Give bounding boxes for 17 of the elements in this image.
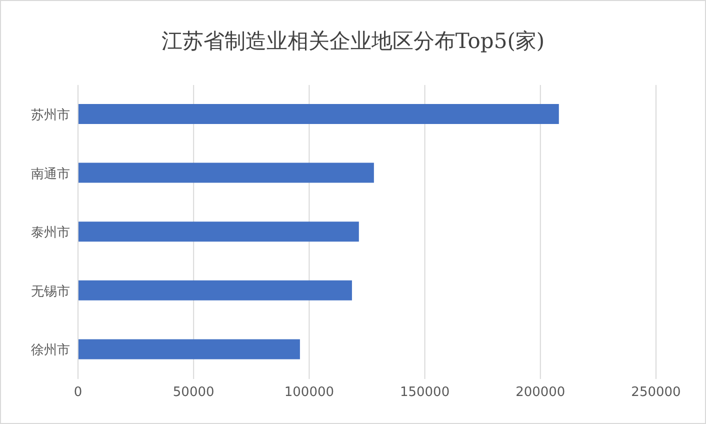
x-tick-label: 100000 xyxy=(284,385,334,400)
bar xyxy=(78,104,559,124)
bar xyxy=(78,339,300,360)
x-tick-label: 250000 xyxy=(631,385,681,400)
y-tick-label: 泰州市 xyxy=(31,226,70,241)
bar xyxy=(78,222,359,242)
x-tick-label: 150000 xyxy=(400,385,450,400)
bar xyxy=(78,162,374,183)
chart-title: 江苏省制造业相关企业地区分布Top5(家) xyxy=(160,28,546,55)
y-tick-label: 无锡市 xyxy=(31,284,70,300)
y-tick-label: 徐州市 xyxy=(31,343,70,358)
x-tick-label: 0 xyxy=(74,385,82,400)
x-tick-label: 50000 xyxy=(172,385,214,400)
y-tick-label: 南通市 xyxy=(31,166,70,182)
x-tick-label: 200000 xyxy=(516,385,566,400)
y-tick-label: 苏州市 xyxy=(31,108,70,124)
bar xyxy=(78,280,352,300)
